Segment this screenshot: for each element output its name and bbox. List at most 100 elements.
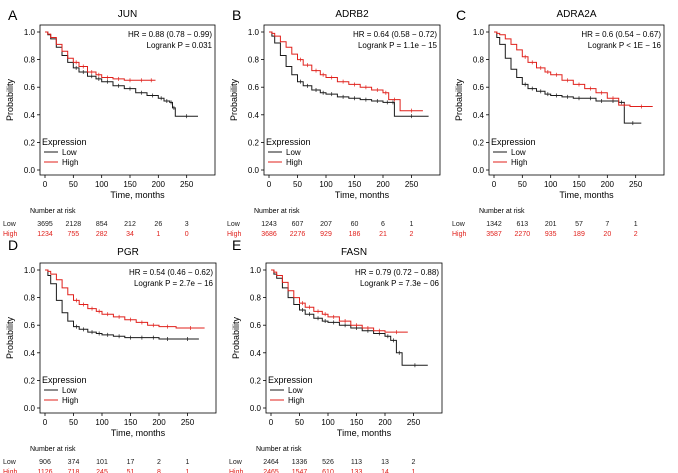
risk-count: 57 xyxy=(575,221,583,228)
x-axis-label: Time, months xyxy=(335,190,390,200)
risk-count: 607 xyxy=(292,221,304,228)
y-tick-label: 0.6 xyxy=(248,83,260,92)
y-tick-label: 0.4 xyxy=(248,111,260,120)
y-tick-label: 1.0 xyxy=(24,28,36,37)
risk-table-header: Number at risk xyxy=(479,208,525,215)
risk-count: 3686 xyxy=(261,231,277,238)
risk-row-label-low: Low xyxy=(229,459,243,466)
km-panel-adrb2: B ADRB2 0.0 0.2 0.4 0.6 0.8 1.0 0 50 100 150 200 250 T… xyxy=(227,7,441,238)
hazard-ratio-text: HR = 0.88 (0.78 − 0.99) xyxy=(128,30,212,39)
x-tick-label: 200 xyxy=(601,180,615,189)
y-tick-label: 0.2 xyxy=(24,138,36,147)
x-tick-label: 150 xyxy=(572,180,586,189)
survival-curve-low xyxy=(269,31,429,117)
y-tick-label: 0.2 xyxy=(24,376,36,385)
survival-curve-high xyxy=(45,31,156,81)
risk-count: 14 xyxy=(381,469,389,473)
x-tick-label: 100 xyxy=(319,180,333,189)
risk-count: 2 xyxy=(410,231,414,238)
y-tick-label: 0.6 xyxy=(24,321,36,330)
y-tick-label: 0.4 xyxy=(24,111,36,120)
risk-count: 2 xyxy=(412,459,416,466)
panel-title: PGR xyxy=(117,247,139,258)
x-tick-label: 200 xyxy=(152,418,166,427)
x-tick-label: 100 xyxy=(95,180,109,189)
risk-count: 1 xyxy=(634,221,638,228)
risk-count: 610 xyxy=(322,469,334,473)
hazard-ratio-text: HR = 0.54 (0.46 − 0.62) xyxy=(129,268,213,277)
legend-title: Expression xyxy=(266,137,311,147)
y-axis-label: Probability xyxy=(5,78,15,121)
y-tick-label: 0.8 xyxy=(473,56,485,65)
x-tick-label: 100 xyxy=(321,418,335,427)
x-tick-label: 50 xyxy=(293,180,302,189)
panel-title: ADRA2A xyxy=(556,9,596,20)
risk-table-header: Number at risk xyxy=(30,208,76,215)
x-tick-label: 150 xyxy=(348,180,362,189)
x-tick-label: 250 xyxy=(180,180,194,189)
risk-row-label-high: High xyxy=(452,231,467,238)
panel-title: ADRB2 xyxy=(335,9,369,20)
x-tick-label: 0 xyxy=(267,180,272,189)
y-tick-label: 0.6 xyxy=(24,83,36,92)
risk-row-label-high: High xyxy=(3,231,18,238)
risk-count: 755 xyxy=(67,231,79,238)
risk-row-label-high: High xyxy=(229,469,244,473)
risk-count: 1 xyxy=(156,231,160,238)
panel-letter: A xyxy=(8,7,18,23)
risk-count: 1 xyxy=(186,469,190,473)
survival-curve-high xyxy=(494,31,653,107)
legend-label-high: High xyxy=(62,396,78,405)
x-tick-label: 50 xyxy=(518,180,527,189)
survival-curve-high xyxy=(269,31,423,112)
y-axis-label: Probability xyxy=(454,78,464,121)
y-tick-label: 0.4 xyxy=(473,111,485,120)
risk-count: 113 xyxy=(351,459,362,466)
hazard-ratio-text: HR = 0.6 (0.54 − 0.67) xyxy=(581,30,661,39)
x-tick-label: 150 xyxy=(124,418,138,427)
logrank-p-text: Logrank P = 2.7e − 16 xyxy=(134,279,214,288)
risk-count: 613 xyxy=(516,221,528,228)
risk-count: 1 xyxy=(412,469,416,473)
risk-count: 526 xyxy=(322,459,334,466)
risk-count: 8 xyxy=(157,469,161,473)
legend-label-high: High xyxy=(62,158,78,167)
y-tick-label: 0.0 xyxy=(250,404,262,413)
legend-label-high: High xyxy=(286,158,302,167)
logrank-p-text: Logrank P < 1E − 16 xyxy=(588,41,662,50)
x-tick-label: 0 xyxy=(269,418,274,427)
plot-frame xyxy=(488,24,665,176)
risk-count: 7 xyxy=(605,221,609,228)
y-axis-label: Probability xyxy=(231,316,241,359)
risk-row-label-low: Low xyxy=(3,459,17,466)
y-tick-label: 0.4 xyxy=(24,349,36,358)
risk-table-header: Number at risk xyxy=(30,446,76,453)
risk-row-label-low: Low xyxy=(3,221,17,228)
risk-count: 26 xyxy=(154,221,162,228)
y-tick-label: 0.8 xyxy=(250,294,262,303)
risk-count: 21 xyxy=(379,231,387,238)
legend-title: Expression xyxy=(268,375,313,385)
x-tick-label: 0 xyxy=(43,418,48,427)
y-tick-label: 0.8 xyxy=(24,56,36,65)
risk-count: 101 xyxy=(96,459,108,466)
risk-count: 2 xyxy=(157,459,161,466)
x-tick-label: 0 xyxy=(492,180,497,189)
risk-count: 60 xyxy=(351,221,359,228)
x-tick-label: 50 xyxy=(69,418,78,427)
x-tick-label: 200 xyxy=(378,418,392,427)
risk-count: 906 xyxy=(39,459,51,466)
legend-label-high: High xyxy=(288,396,304,405)
risk-table-header: Number at risk xyxy=(256,446,302,453)
x-tick-label: 0 xyxy=(43,180,48,189)
legend-label-low: Low xyxy=(511,148,526,157)
x-tick-label: 150 xyxy=(350,418,364,427)
risk-table-header: Number at risk xyxy=(254,208,300,215)
risk-count: 1126 xyxy=(37,469,52,473)
y-tick-label: 0.6 xyxy=(473,83,485,92)
legend-label-low: Low xyxy=(62,386,77,395)
x-tick-label: 200 xyxy=(376,180,390,189)
y-tick-label: 1.0 xyxy=(473,28,485,37)
y-tick-label: 1.0 xyxy=(24,266,36,275)
